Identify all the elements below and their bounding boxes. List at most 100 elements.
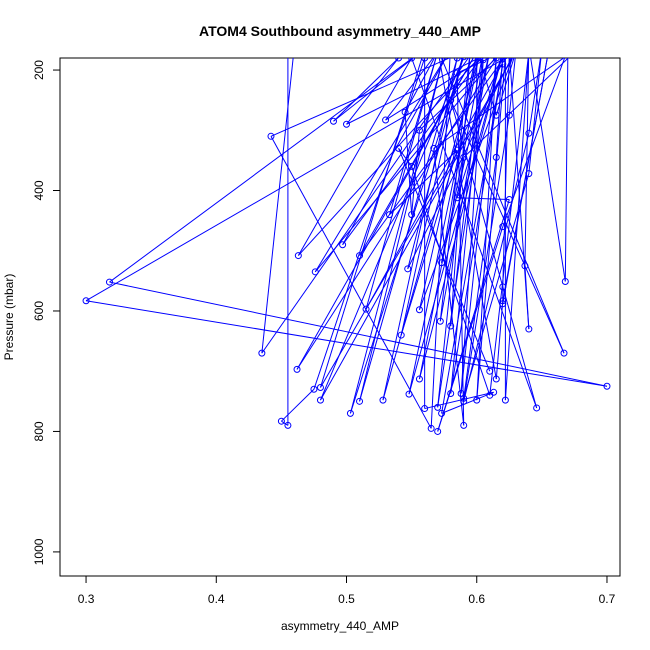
series-segment (281, 420, 289, 426)
series-segment (450, 63, 504, 394)
data-point (395, 58, 403, 62)
data-point (525, 129, 533, 137)
data-point (422, 46, 428, 52)
series-segment (346, 58, 399, 125)
data-point (473, 396, 481, 404)
data-point (285, 43, 291, 49)
series-segment (342, 58, 482, 246)
series-segment (398, 148, 491, 372)
series-segment (359, 58, 444, 402)
series-segment (440, 58, 565, 354)
data-point (480, 49, 486, 55)
data-point (506, 49, 512, 55)
data-point (362, 305, 370, 313)
data-point (430, 144, 438, 152)
series-segment (463, 115, 510, 402)
data-point (505, 196, 513, 204)
series-segment (342, 58, 447, 245)
data-point (487, 48, 493, 54)
data-point (474, 43, 480, 49)
data-point (408, 162, 416, 170)
data-point (385, 211, 393, 219)
series-segment (365, 58, 506, 310)
data-point (492, 111, 500, 119)
data-point (453, 69, 461, 77)
data-point (421, 405, 429, 413)
data-point (415, 306, 423, 314)
data-point (492, 58, 500, 62)
data-point (500, 50, 506, 56)
y-axis-label: Pressure (mbar) (2, 274, 16, 361)
data-point (499, 223, 507, 231)
data-point (343, 120, 351, 128)
data-point (545, 49, 551, 55)
series-segment (418, 58, 483, 380)
series-segment (456, 58, 491, 74)
plot-frame (59, 57, 621, 577)
series-segment (502, 58, 548, 301)
data-point (382, 116, 390, 124)
series-segment (463, 133, 530, 402)
data-point (436, 317, 444, 325)
data-point (421, 58, 429, 62)
series-segment (398, 148, 413, 167)
data-point (435, 49, 441, 55)
data-point (434, 427, 442, 435)
data-point (565, 46, 571, 52)
data-point (329, 117, 337, 125)
series-segment (270, 136, 432, 429)
series-segment (313, 58, 426, 390)
data-point (395, 144, 403, 152)
data-point (311, 268, 319, 276)
data-point (434, 403, 442, 411)
data-point (486, 391, 494, 399)
data-point (453, 58, 461, 62)
data-point (447, 389, 455, 397)
series-segment (524, 58, 530, 266)
data-point (474, 50, 480, 56)
series-segment (528, 58, 542, 174)
series-segment (450, 58, 471, 327)
data-point (460, 397, 468, 405)
data-point (499, 300, 507, 308)
series-segment (320, 58, 513, 388)
data-point (460, 153, 468, 161)
x-tick-label: 0.3 (78, 592, 95, 606)
series-segment (389, 58, 437, 215)
series-segment (433, 148, 465, 426)
x-tick-label: 0.7 (599, 592, 616, 606)
series-segment (349, 58, 464, 414)
series-segment (294, 46, 515, 52)
y-axis: 200 400 600 800 1000 (32, 60, 60, 565)
data-point (258, 349, 266, 357)
chart-title: ATOM4 Southbound asymmetry_440_AMP (199, 23, 481, 39)
data-point (525, 170, 533, 178)
y-tick-label: 800 (32, 421, 46, 441)
series-segment (564, 58, 569, 282)
data-point (500, 49, 506, 55)
data-point (477, 58, 482, 59)
y-tick-label: 600 (32, 301, 46, 321)
series-segment (411, 58, 538, 409)
data-point (460, 58, 468, 61)
data-point (453, 146, 461, 154)
data-point (267, 132, 275, 140)
series-layer (82, 43, 611, 435)
data-point (441, 50, 447, 56)
data-point (561, 277, 569, 285)
data-point (435, 49, 441, 55)
data-point (379, 396, 387, 404)
data-point (316, 396, 324, 404)
series-segment (408, 58, 480, 395)
data-point (501, 396, 509, 404)
data-point (513, 46, 519, 52)
series-segment (450, 59, 484, 394)
data-point (474, 46, 480, 52)
series-segment (320, 58, 464, 401)
data-point (492, 375, 500, 383)
data-point (284, 421, 292, 429)
data-point (513, 49, 519, 55)
series-segment (319, 58, 423, 388)
y-tick-label: 1000 (32, 538, 46, 565)
data-point (461, 49, 467, 55)
